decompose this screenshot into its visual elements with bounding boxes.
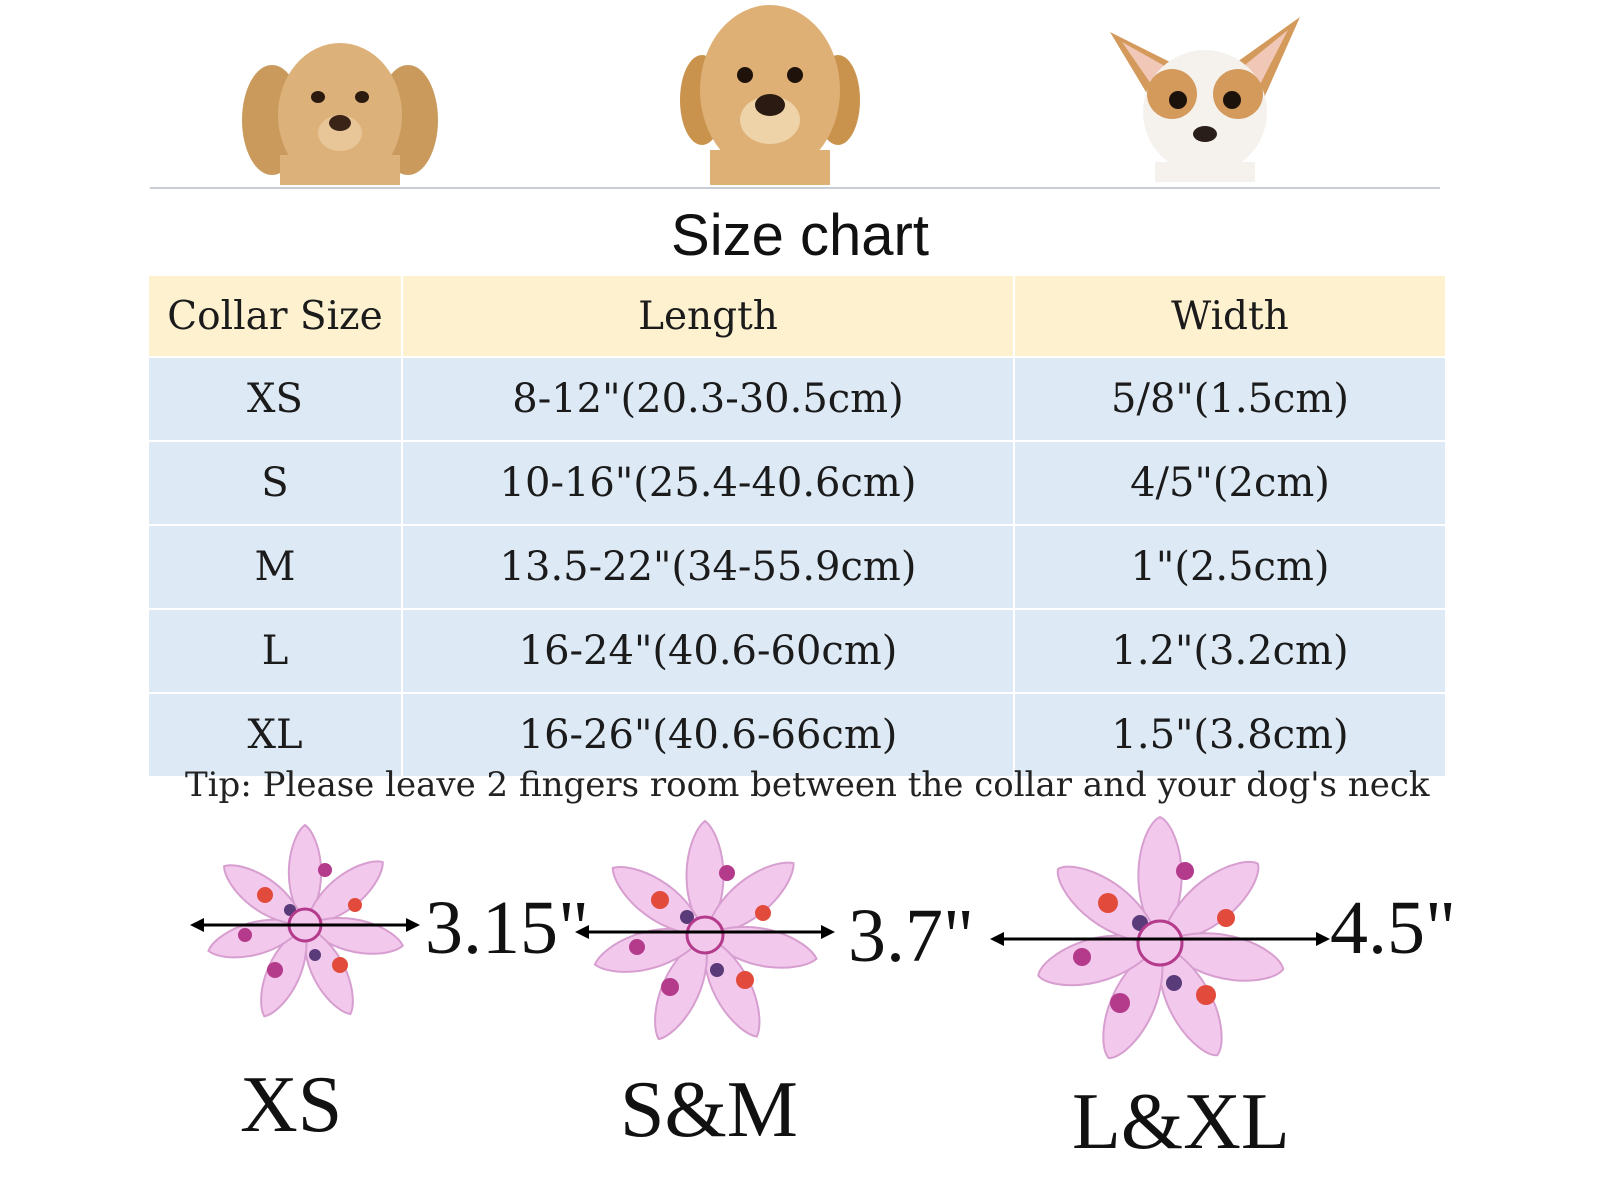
flower-sm-measurement: 3.7" [848,894,975,978]
width-cell: 1.2"(3.2cm) [1111,628,1349,674]
cocker-spaniel-puppy-image [240,35,440,185]
flower-lxl-label: L&XL [1072,1078,1290,1166]
flower-xs-label: XS [240,1061,343,1149]
flower-xs-measurement: 3.15" [425,886,590,970]
length-cell: 13.5-22"(34-55.9cm) [403,526,1015,608]
collar-size-cell: XS [149,358,403,440]
length-cell: 16-26"(40.6-66cm) [403,694,1015,776]
chihuahua-puppy-image [1100,12,1310,182]
flower-lxl-measurement: 4.5" [1330,886,1457,970]
flower-sm-image [575,815,835,1055]
header-collar-size: Collar Size [149,276,403,356]
width-cell: 4/5"(2cm) [1130,460,1330,506]
header-length: Length [403,276,1015,356]
divider-line [150,187,1440,189]
table-row: L 16-24"(40.6-60cm) 1.2"(3.2cm) [149,610,1445,694]
collar-size-cell: XL [149,694,403,776]
flower-sm-label: S&M [620,1066,798,1154]
width-cell: 1.5"(3.8cm) [1111,712,1349,758]
collar-size-cell: S [149,442,403,524]
collar-size-cell: L [149,610,403,692]
width-cell: 1"(2.5cm) [1130,544,1330,590]
tip-text: Tip: Please leave 2 fingers room between… [185,765,1430,805]
length-cell: 8-12"(20.3-30.5cm) [403,358,1015,440]
header-width: Width [1171,293,1289,339]
page-title: Size chart [671,203,929,268]
length-cell: 16-24"(40.6-60cm) [403,610,1015,692]
table-row: XL 16-26"(40.6-66cm) 1.5"(3.8cm) [149,694,1445,778]
length-cell: 10-16"(25.4-40.6cm) [403,442,1015,524]
size-chart-table: Collar Size Length Width XS 8-12"(20.3-3… [149,276,1445,778]
table-row: M 13.5-22"(34-55.9cm) 1"(2.5cm) [149,526,1445,610]
collar-size-cell: M [149,526,403,608]
table-header-row: Collar Size Length Width [149,276,1445,358]
flower-lxl-image [990,815,1330,1085]
table-row: XS 8-12"(20.3-30.5cm) 5/8"(1.5cm) [149,358,1445,442]
flower-xs-image [190,820,420,1030]
width-cell: 5/8"(1.5cm) [1111,376,1349,422]
golden-retriever-puppy-image [680,0,860,185]
table-row: S 10-16"(25.4-40.6cm) 4/5"(2cm) [149,442,1445,526]
